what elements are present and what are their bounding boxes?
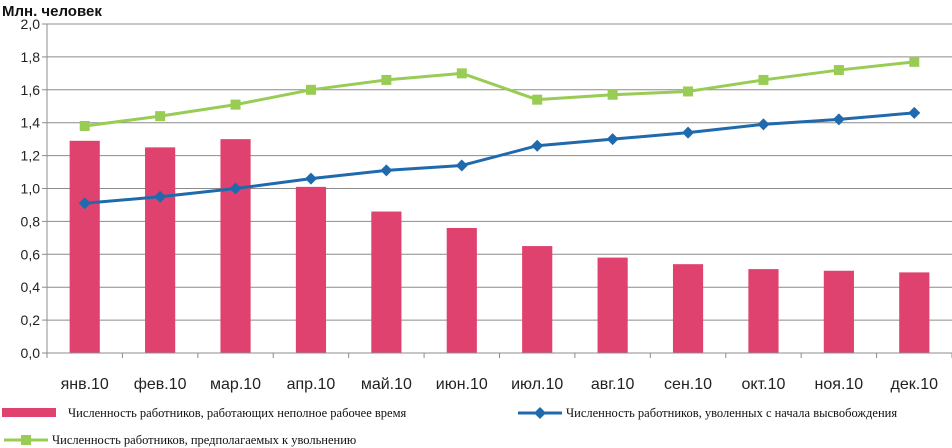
bar (446, 227, 477, 353)
y-tick-label: 1,2 (21, 148, 41, 164)
bar (220, 139, 251, 353)
data-point-square (909, 56, 920, 67)
y-axis-ticks: 0,0 0,2 0,4 0,6 0,8 1,0 1,2 1,4 1,6 1,8 2,0 (21, 16, 47, 361)
bar (145, 147, 176, 353)
series-line (84, 60, 915, 128)
data-point-square (607, 89, 618, 100)
bar (371, 211, 402, 353)
legend-swatch-bar (2, 408, 56, 417)
data-point-diamond (757, 118, 770, 131)
bar (823, 270, 854, 353)
x-tick-label: июн.10 (436, 376, 488, 393)
data-point-diamond (531, 139, 544, 152)
y-tick-label: 0,8 (21, 213, 41, 229)
bar (522, 246, 553, 353)
data-point-square (532, 94, 543, 105)
data-point-diamond (154, 190, 167, 203)
legend-item: Численность работников, работающих непол… (2, 406, 407, 420)
x-tick-label: окт.10 (742, 376, 786, 393)
x-tick-label: янв.10 (61, 376, 109, 393)
line-series-group (78, 106, 921, 210)
data-point-diamond (606, 133, 619, 146)
series-line (84, 111, 915, 205)
legend-item: Численность работников, предполагаемых к… (4, 433, 356, 447)
data-point-square (21, 435, 31, 445)
data-point-square (683, 86, 694, 97)
data-point-square (758, 74, 769, 85)
y-tick-label: 1,6 (21, 82, 41, 98)
data-point-square (79, 120, 90, 131)
bar (69, 140, 100, 353)
x-tick-label: ноя.10 (815, 376, 864, 393)
data-point-diamond (304, 172, 317, 185)
x-tick-label: май.10 (361, 376, 412, 393)
data-point-square (381, 74, 392, 85)
bar (748, 269, 779, 353)
x-tick-label: авг.10 (591, 376, 635, 393)
data-point-square (155, 111, 166, 122)
bar (899, 272, 930, 353)
bar (597, 257, 628, 353)
y-tick-label: 0,4 (21, 279, 41, 295)
line-series-group (79, 56, 920, 131)
data-point-diamond (455, 159, 468, 172)
data-point-diamond (534, 407, 546, 419)
bar (295, 186, 327, 353)
data-point-square (230, 99, 241, 110)
y-tick-label: 0,0 (21, 345, 41, 361)
data-point-diamond (229, 182, 242, 195)
legend-label: Численность работников, предполагаемых к… (52, 433, 356, 447)
bar (672, 264, 704, 353)
data-point-diamond (380, 164, 393, 177)
y-axis-title: Млн. человек (2, 3, 102, 20)
gridlines (47, 23, 952, 321)
y-tick-label: 1,8 (21, 49, 41, 65)
data-point-square (305, 84, 316, 95)
data-point-diamond (832, 113, 845, 126)
y-tick-label: 0,6 (21, 246, 41, 262)
data-point-square (833, 65, 844, 76)
legend-label: Численность работников, работающих непол… (68, 406, 407, 420)
x-tick-label: дек.10 (891, 376, 939, 393)
y-tick-label: 0,2 (21, 312, 41, 328)
x-tick-label: июл.10 (511, 376, 563, 393)
y-tick-label: 1,0 (21, 181, 41, 197)
data-point-square (456, 68, 467, 79)
legend-item: Численность работников, уволенных с нача… (518, 406, 897, 420)
x-tick-label: сен.10 (664, 376, 712, 393)
x-tick-label: мар.10 (210, 376, 261, 393)
legend: Численность работников, работающих непол… (2, 406, 897, 447)
data-point-diamond (682, 126, 695, 139)
x-axis-ticks: янв.10 фев.10 мар.10 апр.10 май.10 июн.10 июл.… (46, 353, 952, 393)
bar-series (69, 139, 930, 353)
y-tick-label: 2,0 (21, 16, 41, 32)
x-tick-label: фев.10 (134, 376, 187, 393)
y-tick-label: 1,4 (21, 115, 41, 131)
x-tick-label: апр.10 (287, 376, 336, 393)
line-series (78, 56, 921, 210)
data-point-diamond (78, 197, 91, 210)
data-point-diamond (908, 106, 921, 119)
legend-label: Численность работников, уволенных с нача… (566, 406, 897, 420)
